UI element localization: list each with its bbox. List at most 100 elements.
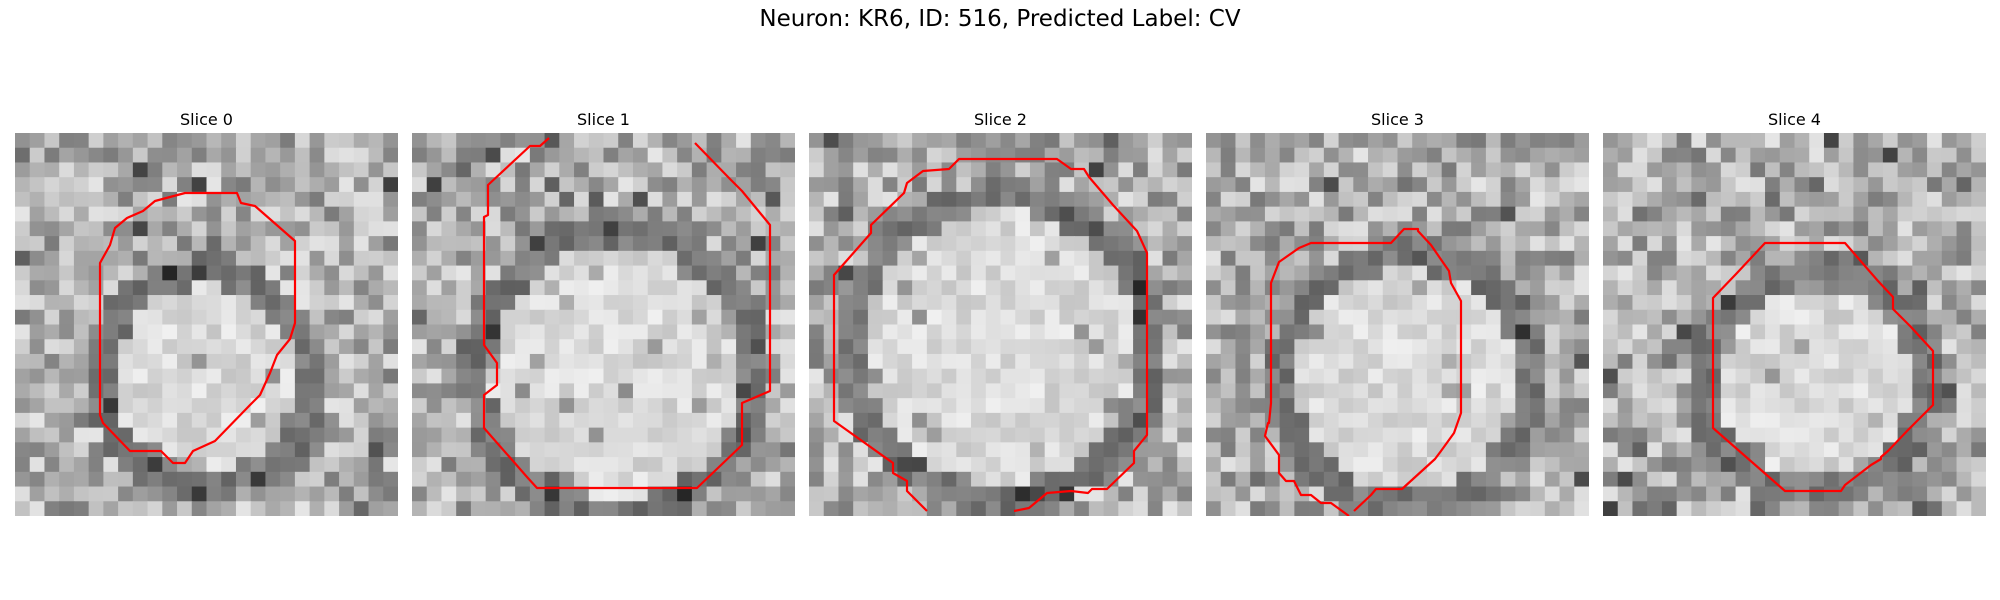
image-pixel: [559, 206, 575, 222]
image-pixel: [1029, 206, 1046, 222]
image-pixel: [1676, 177, 1692, 193]
image-pixel: [44, 486, 60, 502]
image-pixel: [1735, 295, 1751, 311]
image-pixel: [280, 236, 296, 252]
image-pixel: [1088, 457, 1105, 473]
image-pixel: [1103, 383, 1119, 399]
image-pixel: [1353, 368, 1369, 385]
image-pixel: [1544, 486, 1561, 502]
image-pixel: [500, 206, 516, 222]
image-pixel: [1000, 162, 1016, 178]
image-pixel: [368, 295, 384, 311]
image-pixel: [1779, 250, 1796, 267]
image-pixel: [1971, 339, 1986, 355]
image-pixel: [1250, 295, 1266, 311]
image-pixel: [1088, 147, 1105, 164]
image-pixel: [221, 398, 237, 414]
image-pixel: [221, 221, 237, 237]
image-pixel: [1397, 412, 1413, 429]
image-pixel: [1897, 457, 1913, 473]
image-pixel: [1574, 368, 1589, 385]
image-pixel: [897, 309, 913, 326]
image-pixel: [1118, 295, 1134, 311]
image-pixel: [1897, 427, 1913, 443]
slice-heatmap-3: [1206, 133, 1589, 516]
image-pixel: [1471, 442, 1487, 458]
image-pixel: [456, 206, 472, 222]
image-pixel: [677, 427, 693, 443]
image-pixel: [368, 236, 384, 252]
image-pixel: [853, 486, 869, 502]
image-pixel: [280, 501, 296, 516]
image-pixel: [721, 427, 737, 443]
image-pixel: [1456, 250, 1472, 267]
image-pixel: [1368, 324, 1384, 340]
image-pixel: [677, 162, 693, 178]
image-pixel: [706, 309, 722, 326]
image-pixel: [1294, 339, 1310, 355]
image-pixel: [1779, 324, 1796, 340]
image-pixel: [1779, 162, 1796, 178]
image-pixel: [73, 383, 90, 399]
image-pixel: [1500, 457, 1516, 473]
image-pixel: [1103, 147, 1119, 164]
image-pixel: [1103, 191, 1119, 208]
image-pixel: [1735, 191, 1751, 208]
image-pixel: [324, 486, 340, 502]
image-pixel: [1897, 471, 1913, 488]
image-pixel: [1617, 250, 1634, 267]
image-pixel: [1750, 206, 1766, 222]
image-pixel: [750, 427, 767, 443]
image-pixel: [1162, 398, 1178, 414]
image-pixel: [1382, 398, 1399, 414]
image-pixel: [574, 368, 590, 385]
image-pixel: [912, 221, 928, 237]
image-pixel: [294, 471, 311, 488]
image-pixel: [1485, 339, 1502, 355]
image-pixel: [1750, 471, 1766, 488]
image-pixel: [1809, 206, 1825, 222]
image-pixel: [1118, 236, 1134, 252]
image-pixel: [118, 206, 134, 222]
image-pixel: [809, 280, 825, 296]
image-pixel: [1515, 295, 1531, 311]
image-pixel: [882, 280, 898, 296]
image-pixel: [1691, 250, 1707, 267]
image-pixel: [1661, 221, 1678, 237]
image-pixel: [1353, 162, 1369, 178]
image-pixel: [1927, 353, 1943, 370]
image-pixel: [736, 133, 752, 149]
image-pixel: [1441, 206, 1458, 222]
image-pixel: [706, 471, 722, 488]
image-pixel: [1750, 265, 1766, 281]
image-pixel: [1661, 309, 1678, 326]
image-pixel: [1250, 177, 1266, 193]
image-pixel: [235, 206, 252, 222]
image-pixel: [529, 324, 546, 340]
image-pixel: [456, 162, 472, 178]
image-pixel: [1809, 368, 1825, 385]
image-pixel: [1264, 147, 1281, 164]
image-pixel: [1927, 442, 1943, 458]
image-pixel: [1941, 383, 1958, 399]
image-pixel: [1912, 177, 1928, 193]
image-pixel: [1162, 236, 1178, 252]
image-pixel: [324, 339, 340, 355]
image-pixel: [177, 457, 193, 473]
image-pixel: [677, 412, 693, 429]
image-pixel: [1838, 324, 1855, 340]
image-pixel: [1309, 324, 1325, 340]
image-pixel: [1029, 457, 1046, 473]
image-pixel: [265, 324, 281, 340]
image-pixel: [1133, 191, 1149, 208]
image-pixel: [1544, 147, 1561, 164]
image-pixel: [147, 501, 163, 516]
image-pixel: [15, 486, 31, 502]
image-pixel: [1118, 250, 1134, 267]
image-pixel: [1617, 501, 1634, 516]
image-pixel: [1059, 280, 1075, 296]
image-pixel: [88, 191, 104, 208]
image-pixel: [1603, 353, 1619, 370]
image-pixel: [1927, 471, 1943, 488]
image-pixel: [853, 471, 869, 488]
